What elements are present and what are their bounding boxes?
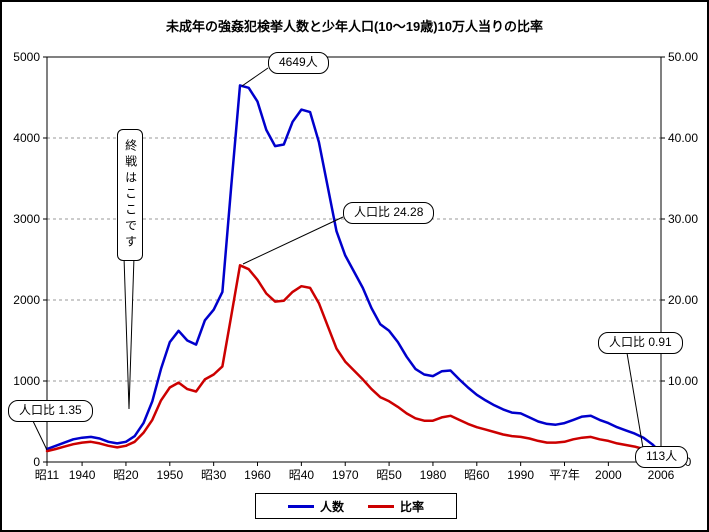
series-line-ninzu — [45, 84, 663, 455]
y-left-tick-label: 0 — [33, 455, 40, 469]
y-left-tick-label: 2000 — [13, 293, 40, 307]
callout-peak-ratio: 人口比 24.28 — [343, 202, 435, 224]
x-tick-label: 昭11 — [35, 468, 60, 482]
x-tick-label: 1990 — [507, 468, 534, 482]
y-right-tick-label: 50.00 — [668, 50, 698, 64]
x-tick-label: 平7年 — [549, 468, 580, 482]
count-series-swatch — [287, 504, 314, 508]
y-left-tick-label: 1000 — [13, 374, 40, 388]
x-tick-label: 2006 — [648, 468, 675, 482]
series-line-hiritsu — [45, 264, 663, 456]
x-tick-label: 2000 — [595, 468, 622, 482]
x-tick-label: 昭50 — [376, 468, 402, 482]
y-right-tick-label: 20.00 — [668, 293, 698, 307]
legend-item-ratio: 比率 — [368, 498, 424, 515]
legend-label-ratio: 比率 — [400, 499, 425, 514]
y-right-tick-label: 30.00 — [668, 212, 698, 226]
x-tick-label: 1980 — [420, 468, 447, 482]
callout-start-ratio: 人口比 1.35 — [8, 400, 93, 422]
ratio-series-swatch — [368, 504, 394, 508]
y-left-tick-label: 5000 — [13, 50, 40, 64]
plot-area — [47, 57, 661, 462]
plot-border — [46, 56, 662, 463]
pointer-line-end-ratio — [626, 352, 644, 449]
pointer-line-peak-count — [241, 67, 269, 87]
legend: 人数 比率 — [255, 493, 457, 519]
y-right-tick-label: 40.00 — [668, 131, 698, 145]
legend-label-count: 人数 — [319, 499, 344, 514]
x-tick-label: 昭60 — [464, 468, 490, 482]
x-tick-label: 昭40 — [289, 468, 315, 482]
callout-peak-count: 4649人 — [268, 52, 329, 74]
callout-end-ratio: 人口比 0.91 — [598, 332, 683, 354]
callout-war-end: 終戦はここです — [117, 129, 143, 261]
chart-layer: 0100020003000400050000.0010.0020.0030.00… — [13, 50, 698, 482]
y-left-tick-label: 4000 — [13, 131, 40, 145]
y-left-tick-label: 3000 — [13, 212, 40, 226]
chart-title: 未成年の強姦犯検挙人数と少年人口(10〜19歳)10万人当りの比率 — [165, 19, 544, 34]
x-tick-label: 昭30 — [201, 468, 227, 482]
y-right-tick-label: 10.00 — [668, 374, 698, 388]
callout-end-count: 113人 — [635, 446, 689, 468]
x-tick-label: 1940 — [69, 468, 96, 482]
x-tick-label: 1960 — [244, 468, 271, 482]
pointer-line-peak-ratio — [242, 216, 344, 265]
x-tick-label: 昭20 — [113, 468, 139, 482]
legend-item-count: 人数 — [287, 498, 344, 515]
x-tick-label: 1970 — [332, 468, 359, 482]
pointer-line-start-ratio — [31, 418, 48, 451]
x-tick-label: 1950 — [156, 468, 183, 482]
